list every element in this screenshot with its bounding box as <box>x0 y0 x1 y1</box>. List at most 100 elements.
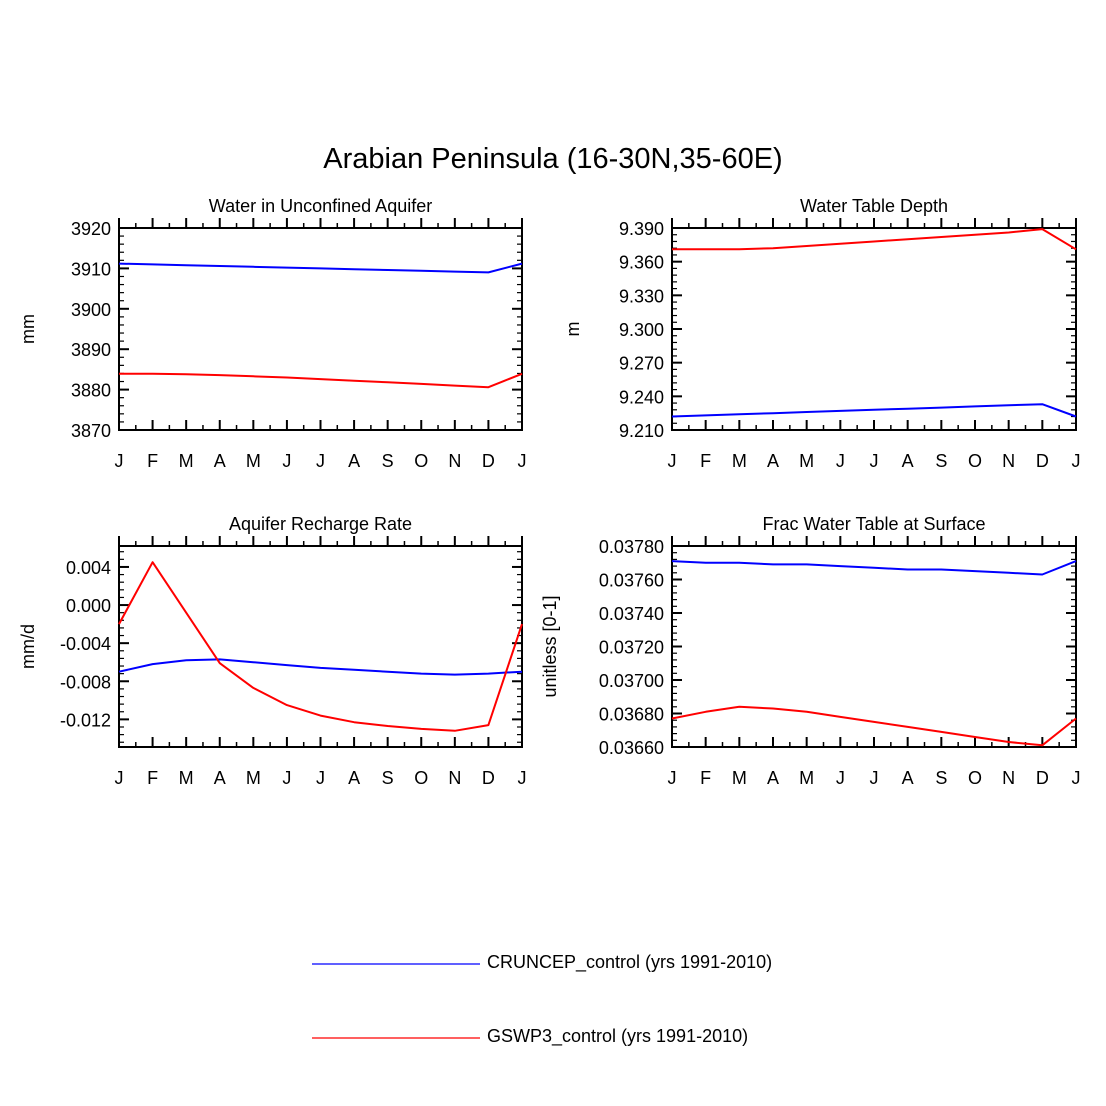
y-tick-label: 9.330 <box>619 286 664 306</box>
x-tick-label: J <box>316 451 325 471</box>
x-tick-label: M <box>732 768 747 788</box>
x-tick-label: J <box>836 451 845 471</box>
x-tick-label: A <box>214 768 226 788</box>
series-line-cruncep <box>118 658 523 676</box>
y-tick-label: 3900 <box>71 300 111 320</box>
y-tick-label: 9.240 <box>619 387 664 407</box>
y-tick-label: 0.03680 <box>599 705 664 725</box>
y-tick-label: -0.008 <box>60 672 111 692</box>
x-tick-label: D <box>482 451 495 471</box>
x-tick-label: A <box>348 451 360 471</box>
x-tick-label: S <box>382 768 394 788</box>
x-tick-label: J <box>316 768 325 788</box>
y-tick-label: -0.012 <box>60 710 111 730</box>
y-tick-label: 3910 <box>71 259 111 279</box>
x-tick-label: M <box>246 451 261 471</box>
panel-title: Water Table Depth <box>800 196 948 216</box>
x-tick-label: A <box>902 768 914 788</box>
x-tick-label: M <box>732 451 747 471</box>
x-tick-label: J <box>1072 451 1081 471</box>
y-tick-label: 9.300 <box>619 320 664 340</box>
x-tick-label: D <box>1036 768 1049 788</box>
y-tick-label: 0.03660 <box>599 738 664 758</box>
y-tick-label: 0.03780 <box>599 537 664 557</box>
x-tick-label: J <box>1072 768 1081 788</box>
x-tick-label: S <box>935 768 947 788</box>
x-tick-label: F <box>147 451 158 471</box>
series-line-cruncep <box>671 403 1077 418</box>
y-tick-label: 3870 <box>71 421 111 441</box>
legend-line-gswp3 <box>312 1037 480 1039</box>
x-tick-label: J <box>836 768 845 788</box>
series-line-cruncep <box>671 560 1077 576</box>
y-axis-label: mm <box>18 314 38 344</box>
y-tick-label: 9.210 <box>619 421 664 441</box>
x-tick-label: N <box>448 451 461 471</box>
x-tick-label: S <box>935 451 947 471</box>
x-tick-label: J <box>115 451 124 471</box>
plot-frame <box>118 545 523 748</box>
series-line-gswp3 <box>671 705 1077 747</box>
y-tick-label: 0.03760 <box>599 571 664 591</box>
y-tick-label: 9.390 <box>619 219 664 239</box>
y-tick-label: 0.03720 <box>599 638 664 658</box>
y-tick-label: 0.03740 <box>599 604 664 624</box>
x-tick-label: F <box>700 768 711 788</box>
plot-frame <box>671 545 1077 748</box>
legend-label-cruncep: CRUNCEP_control (yrs 1991-2010) <box>487 952 773 972</box>
x-tick-label: M <box>799 768 814 788</box>
series-line-gswp3 <box>672 228 1077 251</box>
x-tick-label: D <box>482 768 495 788</box>
x-tick-label: J <box>282 768 291 788</box>
figure-title: Arabian Peninsula (16-30N,35-60E) <box>323 143 783 175</box>
x-tick-label: A <box>767 451 779 471</box>
x-tick-label: A <box>348 768 360 788</box>
x-tick-label: O <box>968 451 982 471</box>
x-tick-label: M <box>179 768 194 788</box>
panel-title: Frac Water Table at Surface <box>762 514 985 534</box>
x-tick-label: N <box>448 768 461 788</box>
plot-frame <box>671 227 1077 431</box>
x-tick-label: J <box>668 451 677 471</box>
y-axis-label: unitless [0-1] <box>540 595 560 697</box>
x-tick-label: M <box>799 451 814 471</box>
legend-label-gswp3: GSWP3_control (yrs 1991-2010) <box>487 1026 749 1046</box>
x-tick-label: J <box>870 768 879 788</box>
x-tick-label: O <box>414 768 428 788</box>
x-tick-label: N <box>1002 768 1015 788</box>
x-tick-label: F <box>147 768 158 788</box>
y-tick-label: 3890 <box>71 340 111 360</box>
y-tick-label: 0.004 <box>66 558 111 578</box>
plot-frame <box>118 227 523 431</box>
x-tick-label: A <box>214 451 226 471</box>
x-tick-label: F <box>700 451 711 471</box>
series-line-gswp3 <box>118 561 523 732</box>
y-axis-label: m <box>563 322 583 337</box>
y-tick-label: 3920 <box>71 219 111 239</box>
x-tick-label: M <box>246 768 261 788</box>
x-tick-label: M <box>179 451 194 471</box>
y-tick-label: 9.360 <box>619 253 664 273</box>
x-tick-label: J <box>518 451 527 471</box>
series-line-gswp3 <box>119 372 523 389</box>
x-tick-label: D <box>1036 451 1049 471</box>
x-tick-label: A <box>767 768 779 788</box>
x-tick-label: J <box>870 451 879 471</box>
y-tick-label: 0.03700 <box>599 671 664 691</box>
y-axis-label: mm/d <box>18 624 38 669</box>
legend-line-cruncep <box>312 963 480 965</box>
y-tick-label: 0.000 <box>66 596 111 616</box>
x-tick-label: J <box>282 451 291 471</box>
x-tick-label: J <box>668 768 677 788</box>
x-tick-label: N <box>1002 451 1015 471</box>
x-tick-label: J <box>115 768 124 788</box>
y-tick-label: -0.004 <box>60 634 111 654</box>
panel-title: Water in Unconfined Aquifer <box>209 196 432 216</box>
series-line-cruncep <box>118 262 523 274</box>
y-tick-label: 9.270 <box>619 354 664 374</box>
x-tick-label: J <box>518 768 527 788</box>
y-tick-label: 3880 <box>71 381 111 401</box>
x-tick-label: S <box>382 451 394 471</box>
